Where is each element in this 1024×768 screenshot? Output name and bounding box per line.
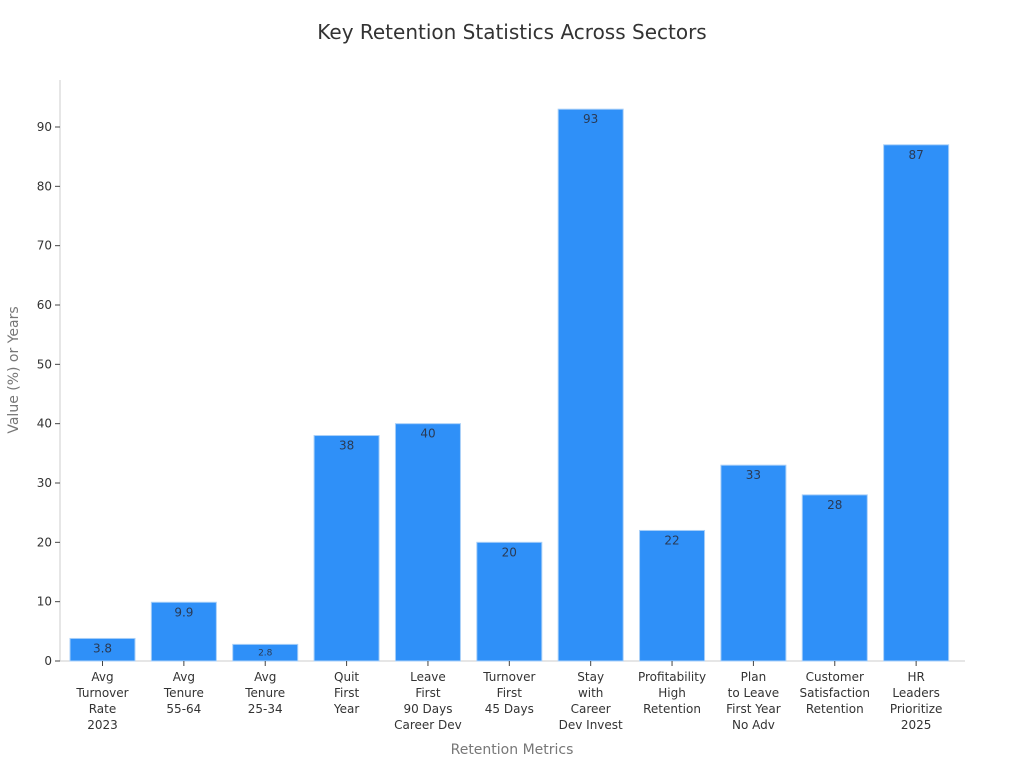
x-tick-label: High bbox=[658, 686, 686, 700]
x-tick-label: Retention bbox=[643, 702, 701, 716]
x-tick-label: Turnover bbox=[482, 670, 535, 684]
bar bbox=[313, 435, 380, 662]
y-tick-label: 70 bbox=[37, 239, 52, 253]
y-axis-label: Value (%) or Years bbox=[6, 306, 22, 434]
y-tick-label: 80 bbox=[37, 179, 52, 193]
x-tick-label: No Adv bbox=[732, 718, 775, 732]
x-tick-label: to Leave bbox=[728, 686, 780, 700]
bar bbox=[476, 541, 543, 662]
bar bbox=[883, 144, 950, 662]
x-tick-label: Leaders bbox=[892, 686, 939, 700]
x-tick-label: Plan bbox=[741, 670, 767, 684]
x-tick-label: Avg bbox=[173, 670, 195, 684]
y-tick-label: 20 bbox=[37, 535, 52, 549]
bar-value-label: 20 bbox=[502, 545, 517, 559]
y-tick-label: 40 bbox=[37, 417, 52, 431]
x-tick-label: Retention bbox=[806, 702, 864, 716]
y-tick-label: 0 bbox=[44, 654, 52, 668]
chart-title: Key Retention Statistics Across Sectors bbox=[317, 20, 707, 44]
x-tick-label: Dev Invest bbox=[559, 718, 623, 732]
bar bbox=[639, 529, 706, 662]
bar-value-label: 40 bbox=[420, 427, 435, 441]
bar-value-label: 9.9 bbox=[174, 605, 193, 619]
bar-value-label: 22 bbox=[664, 533, 679, 547]
bar-value-label: 33 bbox=[746, 468, 761, 482]
x-tick-label: Rate bbox=[89, 702, 117, 716]
x-tick-label: Profitability bbox=[638, 670, 706, 684]
bar bbox=[801, 494, 868, 662]
x-tick-label: 25-34 bbox=[248, 702, 283, 716]
x-tick-label: First Year bbox=[726, 702, 781, 716]
x-tick-label: 45 Days bbox=[485, 702, 534, 716]
y-tick-label: 30 bbox=[37, 476, 52, 490]
x-tick-label: Satisfaction bbox=[800, 686, 870, 700]
bar-value-label: 2.8 bbox=[258, 648, 273, 658]
x-tick-label: 2023 bbox=[87, 718, 118, 732]
x-axis-label: Retention Metrics bbox=[450, 742, 574, 758]
x-tick-label: HR bbox=[907, 670, 924, 684]
bar-value-label: 3.8 bbox=[93, 641, 112, 655]
bar bbox=[150, 601, 217, 662]
bar-value-label: 28 bbox=[827, 498, 842, 512]
x-tick-label: 55-64 bbox=[166, 702, 201, 716]
bar bbox=[394, 423, 461, 662]
bar-value-label: 38 bbox=[339, 439, 354, 453]
x-tick-label: Quit bbox=[334, 670, 359, 684]
x-tick-label: Career bbox=[571, 702, 611, 716]
x-tick-label: First bbox=[497, 686, 523, 700]
y-tick-label: 60 bbox=[37, 298, 52, 312]
bar bbox=[720, 464, 787, 662]
y-tick-label: 50 bbox=[37, 357, 52, 371]
x-tick-label: First bbox=[415, 686, 441, 700]
x-tick-label: Year bbox=[333, 702, 359, 716]
x-tick-label: Stay bbox=[577, 670, 604, 684]
x-tick-label: Customer bbox=[806, 670, 864, 684]
x-tick-label: Tenure bbox=[163, 686, 204, 700]
bar bbox=[557, 108, 624, 662]
x-tick-label: Avg bbox=[254, 670, 276, 684]
x-tick-label: Career Dev bbox=[394, 718, 462, 732]
x-tick-label: Prioritize bbox=[890, 702, 943, 716]
x-tick-label: 90 Days bbox=[403, 702, 452, 716]
bar-value-label: 93 bbox=[583, 112, 598, 126]
y-tick-label: 90 bbox=[37, 120, 52, 134]
x-tick-label: 2025 bbox=[901, 718, 932, 732]
x-tick-label: Leave bbox=[410, 670, 446, 684]
x-tick-label: Avg bbox=[91, 670, 113, 684]
x-tick-label: First bbox=[334, 686, 360, 700]
x-tick-label: with bbox=[578, 686, 603, 700]
x-tick-label: Turnover bbox=[75, 686, 128, 700]
y-tick-label: 10 bbox=[37, 595, 52, 609]
bar-value-label: 87 bbox=[908, 148, 923, 162]
x-tick-label: Tenure bbox=[244, 686, 285, 700]
